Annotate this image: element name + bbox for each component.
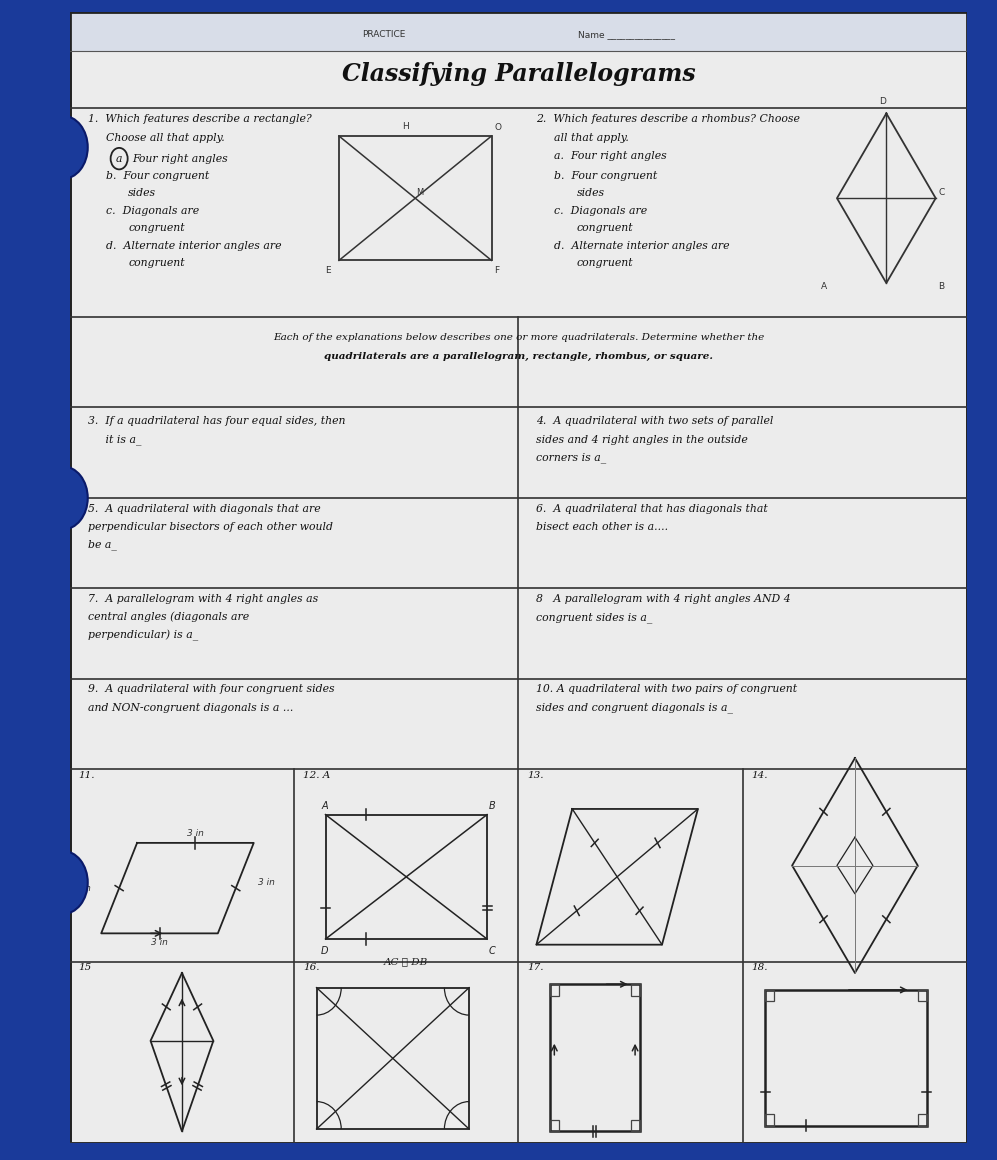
Text: Each of the explanations below describes one or more quadrilaterals. Determine w: Each of the explanations below describes… [273, 333, 764, 342]
Text: E: E [325, 266, 331, 275]
Text: d.  Alternate interior angles are: d. Alternate interior angles are [106, 241, 281, 251]
Text: 11.: 11. [79, 771, 96, 781]
Text: 2.  Which features describe a rhombus? Choose: 2. Which features describe a rhombus? Ch… [536, 115, 801, 124]
Text: 17.: 17. [527, 963, 544, 972]
Text: 13.: 13. [527, 771, 544, 781]
Bar [917, 1115, 926, 1125]
Text: congruent: congruent [128, 258, 184, 268]
Text: sides: sides [128, 188, 157, 198]
Text: perpendicular) is a_: perpendicular) is a_ [88, 630, 198, 640]
Text: central angles (diagonals are: central angles (diagonals are [88, 611, 249, 622]
Text: sides and congruent diagonals is a_: sides and congruent diagonals is a_ [536, 703, 734, 713]
Text: c.  Diagonals are: c. Diagonals are [554, 206, 647, 216]
Text: 7.  A parallelogram with 4 right angles as: 7. A parallelogram with 4 right angles a… [88, 594, 318, 604]
Text: c.  Diagonals are: c. Diagonals are [106, 206, 198, 216]
Text: M: M [416, 188, 424, 197]
Text: 4.  A quadrilateral with two sets of parallel: 4. A quadrilateral with two sets of para… [536, 416, 774, 427]
Text: 9.  A quadrilateral with four congruent sides: 9. A quadrilateral with four congruent s… [88, 684, 334, 695]
Bar [765, 989, 774, 1001]
Text: 8   A parallelogram with 4 right angles AND 4: 8 A parallelogram with 4 right angles AN… [536, 594, 791, 604]
Text: be a_: be a_ [88, 539, 117, 550]
Text: d.  Alternate interior angles are: d. Alternate interior angles are [554, 241, 730, 251]
Text: 1.  Which features describe a rectangle?: 1. Which features describe a rectangle? [88, 115, 311, 124]
Bar [630, 984, 639, 995]
Text: b.  Four congruent: b. Four congruent [554, 171, 658, 181]
Bar [549, 984, 639, 1131]
Text: corners is a_: corners is a_ [536, 452, 606, 463]
Bar [917, 989, 926, 1001]
Text: B: B [938, 282, 944, 291]
Text: bisect each other is a....: bisect each other is a.... [536, 522, 669, 531]
Text: Classifying Parallelograms: Classifying Parallelograms [342, 61, 695, 86]
Bar [549, 984, 558, 995]
Text: C: C [938, 188, 944, 197]
Circle shape [38, 116, 88, 179]
Bar [339, 136, 492, 260]
Text: a: a [116, 153, 123, 164]
Text: 3 in: 3 in [74, 884, 91, 893]
Text: F: F [495, 266, 499, 275]
Text: 3.  If a quadrilateral has four equal sides, then: 3. If a quadrilateral has four equal sid… [88, 416, 345, 427]
Text: congruent: congruent [128, 223, 184, 233]
Text: 12. A: 12. A [303, 771, 330, 781]
Text: 10. A quadrilateral with two pairs of congruent: 10. A quadrilateral with two pairs of co… [536, 684, 798, 695]
Bar [325, 814, 487, 940]
Bar [316, 987, 469, 1129]
Text: Name _______________: Name _______________ [577, 30, 675, 38]
Bar [70, 12, 967, 51]
Text: 15: 15 [79, 963, 92, 972]
Text: 3 in: 3 in [258, 878, 275, 887]
Text: D: D [879, 97, 886, 107]
Text: b.  Four congruent: b. Four congruent [106, 171, 209, 181]
Text: 3 in: 3 in [152, 937, 167, 947]
Bar [630, 1121, 639, 1131]
Text: 16.: 16. [303, 963, 320, 972]
Text: 14.: 14. [752, 771, 769, 781]
Text: AC ≅ DB: AC ≅ DB [384, 957, 429, 966]
Text: A: A [821, 282, 827, 291]
Text: PRACTICE: PRACTICE [362, 30, 406, 38]
Text: perpendicular bisectors of each other would: perpendicular bisectors of each other wo… [88, 522, 333, 531]
Text: D: D [321, 945, 329, 956]
Text: Four right angles: Four right angles [133, 153, 228, 164]
Text: sides and 4 right angles in the outside: sides and 4 right angles in the outside [536, 435, 748, 444]
Text: Choose all that apply.: Choose all that apply. [106, 132, 224, 143]
Text: 3 in: 3 in [187, 829, 203, 838]
Text: H: H [402, 122, 409, 131]
Circle shape [38, 850, 88, 914]
Text: 6.  A quadrilateral that has diagonals that: 6. A quadrilateral that has diagonals th… [536, 503, 768, 514]
Text: congruent sides is a_: congruent sides is a_ [536, 612, 653, 623]
Text: and NON-congruent diagonals is a ...: and NON-congruent diagonals is a ... [88, 703, 293, 712]
Text: sides: sides [576, 188, 605, 198]
Text: congruent: congruent [576, 258, 633, 268]
Text: congruent: congruent [576, 223, 633, 233]
Text: 18.: 18. [752, 963, 769, 972]
Text: 5.  A quadrilateral with diagonals that are: 5. A quadrilateral with diagonals that a… [88, 503, 320, 514]
Text: it is a_: it is a_ [88, 435, 142, 445]
Text: a.  Four right angles: a. Four right angles [554, 151, 667, 160]
Bar [549, 1121, 558, 1131]
Text: O: O [495, 123, 501, 132]
Text: all that apply.: all that apply. [554, 132, 629, 143]
Text: C: C [489, 945, 496, 956]
Text: quadrilaterals are a parallelogram, rectangle, rhombus, or square.: quadrilaterals are a parallelogram, rect… [324, 351, 713, 361]
Bar [765, 989, 926, 1125]
Text: A: A [321, 800, 328, 811]
Text: B: B [489, 800, 496, 811]
Bar [765, 1115, 774, 1125]
Circle shape [38, 466, 88, 530]
